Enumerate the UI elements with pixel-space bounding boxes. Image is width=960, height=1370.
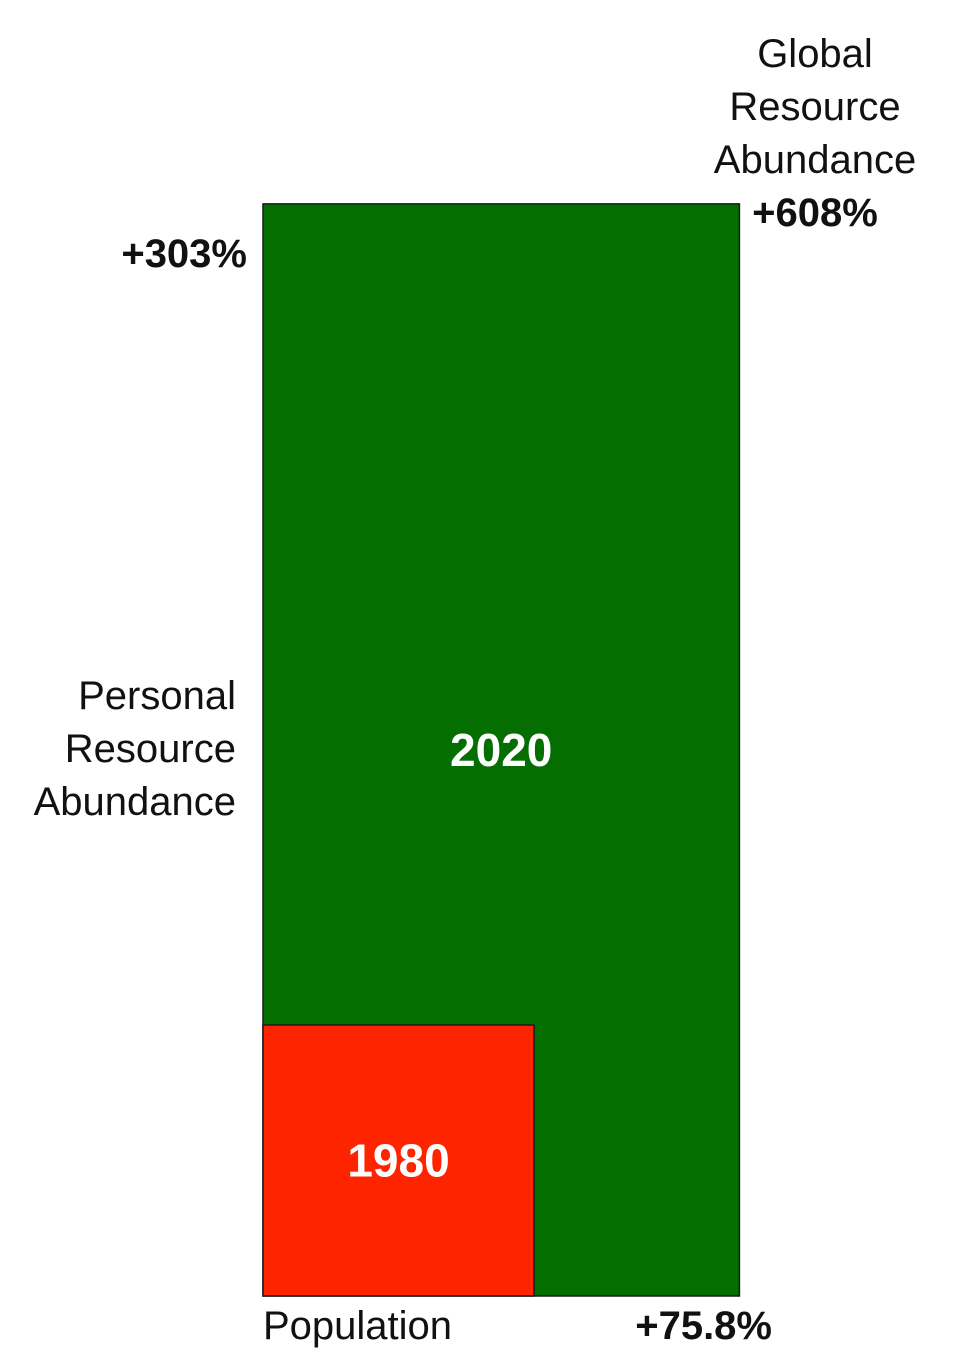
global-value-label: +608%: [752, 191, 878, 235]
personal-value-label: +303%: [121, 232, 247, 276]
global-label-line-3: Abundance: [713, 138, 917, 182]
box-2020-label: 2020: [450, 724, 552, 776]
population-value-label: +75.8%: [635, 1304, 772, 1348]
personal-label-line-1: Personal: [78, 674, 236, 718]
global-label-line-1: Global: [757, 32, 873, 76]
population-label: Population: [263, 1304, 453, 1348]
personal-label-line-3: Abundance: [33, 780, 236, 824]
personal-resource-abundance-label: Personal Resource Abundance: [0, 670, 236, 829]
personal-label-line-2: Resource: [64, 727, 236, 771]
box-1980-label: 1980: [347, 1135, 449, 1187]
box-1980: [262, 1024, 535, 1297]
global-label-line-2: Resource: [729, 85, 901, 129]
global-resource-abundance-label: Global Resource Abundance +608%: [700, 28, 930, 240]
